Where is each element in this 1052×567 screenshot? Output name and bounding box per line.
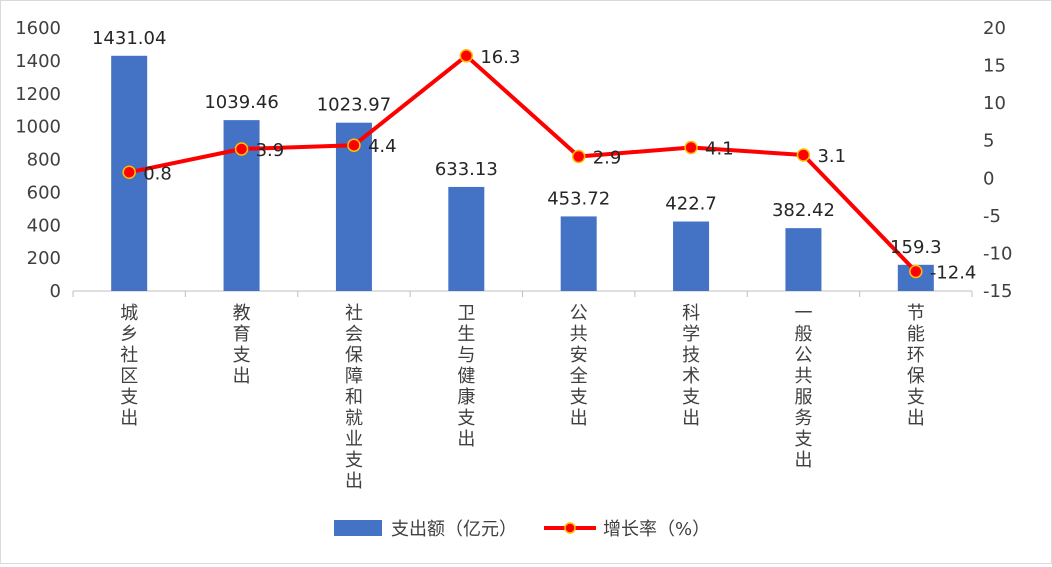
bar [673,221,710,291]
y-right-tick-label: 10 [983,93,1006,114]
bar [785,228,822,291]
legend-line-label: 增长率（%） [603,519,710,540]
y-left-tick-label: 400 [27,215,61,236]
bar-value-label: 453.72 [547,188,610,209]
x-category-label: 社会保障和就业支出 [345,303,363,492]
axes: 02004006008001000120014001600-15-10-5051… [15,18,1012,492]
y-left-tick-label: 1200 [15,84,61,105]
x-category-label: 公共安全支出 [570,303,588,429]
x-category-label: 卫生与健康支出 [457,303,475,450]
y-left-tick-label: 600 [27,182,61,203]
growth-value-label: 4.1 [705,138,734,159]
y-right-tick-label: -5 [983,206,1001,227]
bar [448,186,485,291]
line-series [122,49,923,279]
x-category-label: 科学技术支出 [682,303,700,429]
growth-value-label: 3.1 [817,146,846,167]
bar-value-label: 1431.04 [92,28,166,49]
y-left-tick-label: 1400 [15,51,61,72]
growth-value-label: 4.4 [368,136,397,157]
growth-marker [122,165,136,180]
x-category-label: 节能环保支出 [907,303,925,429]
y-right-tick-label: 20 [983,18,1006,39]
growth-marker [796,148,811,162]
growth-marker [684,140,698,155]
y-right-tick-label: 15 [983,56,1006,77]
y-right-tick-label: -15 [983,281,1012,302]
bar-value-label: 159.3 [890,237,942,258]
growth-marker [347,138,361,152]
y-right-tick-label: 5 [983,131,994,152]
y-left-tick-label: 1000 [15,117,61,138]
growth-value-label: 3.9 [256,140,285,161]
growth-value-label: 16.3 [480,47,520,68]
legend-bar-swatch [334,520,382,536]
growth-value-label: 2.9 [593,147,622,168]
x-category-label: 一般公共服务支出 [794,303,812,471]
bar [560,216,597,291]
y-left-tick-label: 1600 [15,18,61,39]
growth-value-label: 0.8 [143,163,172,184]
bar-value-label: 422.7 [665,194,717,215]
legend-line-marker [564,522,576,534]
x-category-label: 教育支出 [233,303,251,387]
growth-value-label: -12.4 [930,262,977,283]
growth-line [128,53,918,273]
bar-value-label: 1023.97 [317,95,391,116]
y-left-tick-label: 800 [27,150,61,171]
bar-series [111,55,934,292]
x-category-label: 城乡社区支出 [120,303,138,429]
growth-marker [234,142,249,156]
y-right-tick-label: 0 [983,168,994,189]
legend: 支出额（亿元） 增长率（%） [334,519,710,540]
growth-marker [459,49,474,63]
bar-value-label: 382.42 [772,200,835,221]
bar-value-label: 633.13 [435,159,498,180]
y-left-tick-label: 200 [27,248,61,269]
legend-bar-label: 支出额（亿元） [391,519,517,540]
growth-marker [571,149,586,164]
growth-marker [909,264,923,279]
y-right-tick-label: -10 [983,243,1012,264]
bar-value-label: 1039.46 [204,92,278,113]
data-labels: 1431.04 1039.46 1023.97 633.13 453.72 422.7 38… [92,28,976,284]
y-left-tick-label: 0 [50,281,61,302]
